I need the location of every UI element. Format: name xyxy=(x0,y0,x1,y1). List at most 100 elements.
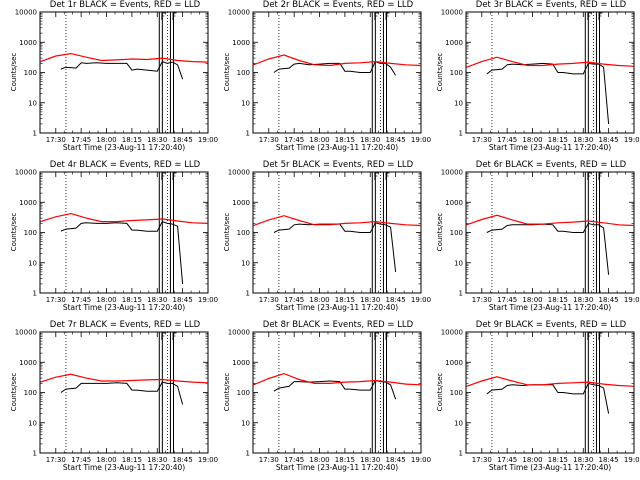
y-tick-label: 100 xyxy=(24,69,37,77)
y-tick-label: 10 xyxy=(454,99,463,107)
interval-marker xyxy=(374,172,379,180)
interval-marker xyxy=(598,172,603,180)
x-tick-label: 18:30 xyxy=(147,136,167,144)
detector-panel: Det 5r BLACK = Events, RED = LLD 1 10 100 10… xyxy=(213,160,431,320)
x-tick-label: 19:00 xyxy=(198,296,218,304)
events-series-line xyxy=(60,60,184,80)
panel-plot-area: 1 10 100 1000 10000 17:30 17:45 18:00 18:15 18:30… xyxy=(441,169,640,305)
y-tick-label: 1000 xyxy=(19,39,37,47)
interval-marker xyxy=(172,332,177,340)
x-tick-label: 17:45 xyxy=(284,456,304,464)
y-tick-label: 10000 xyxy=(441,169,463,177)
y-tick-label: 1000 xyxy=(232,39,250,47)
panel-plot-area: 1 10 100 1000 10000 17:30 17:45 18:00 18:15 18:30… xyxy=(228,329,431,465)
x-tick-label: 18:00 xyxy=(522,296,542,304)
x-tick-label: 18:30 xyxy=(573,456,593,464)
x-tick-label: 17:45 xyxy=(284,136,304,144)
x-tick-label: 19:00 xyxy=(411,456,431,464)
interval-marker xyxy=(161,332,166,340)
y-tick-label: 100 xyxy=(450,69,463,77)
x-tick-label: 18:00 xyxy=(309,456,329,464)
x-tick-label: 19:00 xyxy=(411,296,431,304)
panel-title: Det 4r BLACK = Events, RED = LLD xyxy=(49,160,201,170)
plot-frame xyxy=(252,11,422,134)
y-tick-label: 10 xyxy=(241,259,250,267)
x-tick-label: 18:30 xyxy=(360,136,380,144)
interval-marker xyxy=(172,12,177,20)
x-tick-label: 17:30 xyxy=(46,456,66,464)
y-tick-label: 1000 xyxy=(445,199,463,207)
panel-plot-area: 1 10 100 1000 10000 17:30 17:45 18:00 18:15 18:30… xyxy=(15,329,218,465)
y-tick-label: 10000 xyxy=(228,9,250,17)
y-tick-label: 1 xyxy=(246,290,250,298)
x-tick-label: 18:30 xyxy=(147,456,167,464)
y-tick-label: 1000 xyxy=(445,39,463,47)
x-tick-label: 18:45 xyxy=(386,456,406,464)
panel-title: Det 3r BLACK = Events, RED = LLD xyxy=(475,0,627,10)
x-axis-label: Start Time (23-Aug-11 17:20:40) xyxy=(62,303,186,312)
x-tick-label: 18:15 xyxy=(548,456,568,464)
panel-plot-area: 1 10 100 1000 10000 17:30 17:45 18:00 18:15 18:30… xyxy=(228,9,431,145)
events-series-line xyxy=(273,222,397,272)
detector-panel: Det 6r BLACK = Events, RED = LLD 1 10 100 10… xyxy=(426,160,640,320)
plot-frame xyxy=(465,171,635,294)
y-tick-label: 10 xyxy=(28,99,37,107)
x-tick-label: 19:00 xyxy=(624,136,640,144)
x-tick-label: 17:45 xyxy=(497,456,517,464)
x-tick-label: 19:00 xyxy=(624,456,640,464)
panel-plot-area: 1 10 100 1000 10000 17:30 17:45 18:00 18:15 18:30… xyxy=(15,9,218,145)
x-tick-label: 17:45 xyxy=(497,296,517,304)
interval-marker xyxy=(587,332,592,340)
x-axis-label: Start Time (23-Aug-11 17:20:40) xyxy=(62,463,186,472)
y-tick-label: 100 xyxy=(24,389,37,397)
events-series-line xyxy=(60,381,184,405)
y-tick-label: 1 xyxy=(459,130,463,138)
y-axis-label: Counts/sec xyxy=(10,52,18,91)
detector-panel: Det 7r BLACK = Events, RED = LLD 1 10 100 10… xyxy=(0,320,218,480)
y-tick-label: 1 xyxy=(459,290,463,298)
y-tick-label: 1000 xyxy=(232,359,250,367)
interval-marker xyxy=(385,12,390,20)
x-tick-label: 17:30 xyxy=(259,296,279,304)
y-tick-label: 100 xyxy=(237,69,250,77)
lld-series-line xyxy=(466,376,635,387)
y-tick-label: 10000 xyxy=(228,329,250,337)
y-tick-label: 10000 xyxy=(441,9,463,17)
lld-series-line xyxy=(253,215,422,227)
x-axis-label: Start Time (23-Aug-11 17:20:40) xyxy=(275,303,399,312)
x-tick-label: 18:45 xyxy=(173,296,193,304)
y-tick-label: 100 xyxy=(450,229,463,237)
interval-marker xyxy=(598,12,603,20)
x-axis-label: Start Time (23-Aug-11 17:20:40) xyxy=(488,143,612,152)
panel-plot-area: 1 10 100 1000 10000 17:30 17:45 18:00 18:15 18:30… xyxy=(441,9,640,145)
x-axis-label: Start Time (23-Aug-11 17:20:40) xyxy=(275,463,399,472)
x-tick-label: 18:15 xyxy=(122,136,142,144)
y-tick-label: 10000 xyxy=(441,329,463,337)
x-tick-label: 17:45 xyxy=(71,456,91,464)
x-tick-label: 18:15 xyxy=(122,296,142,304)
x-tick-label: 18:30 xyxy=(360,456,380,464)
y-tick-label: 1 xyxy=(33,290,37,298)
plot-frame xyxy=(39,331,209,454)
panel-title: Det 5r BLACK = Events, RED = LLD xyxy=(262,160,414,170)
x-tick-label: 18:45 xyxy=(173,136,193,144)
y-tick-label: 1000 xyxy=(445,359,463,367)
x-tick-label: 18:00 xyxy=(96,456,116,464)
x-tick-label: 18:00 xyxy=(522,456,542,464)
y-tick-label: 100 xyxy=(450,389,463,397)
events-series-line xyxy=(60,220,184,284)
y-axis-label: Counts/sec xyxy=(223,372,231,411)
interval-marker xyxy=(161,12,166,20)
events-series-line xyxy=(486,222,610,275)
y-tick-label: 100 xyxy=(237,229,250,237)
x-tick-label: 19:00 xyxy=(411,136,431,144)
x-tick-label: 18:30 xyxy=(573,136,593,144)
lld-series-line xyxy=(253,54,422,67)
y-tick-label: 1 xyxy=(246,130,250,138)
x-tick-label: 18:45 xyxy=(386,296,406,304)
x-tick-label: 18:15 xyxy=(548,296,568,304)
detector-panel: Det 3r BLACK = Events, RED = LLD 1 10 100 10… xyxy=(426,0,640,160)
plot-frame xyxy=(252,171,422,294)
panel-title: Det 6r BLACK = Events, RED = LLD xyxy=(475,160,627,170)
x-tick-label: 18:45 xyxy=(599,456,619,464)
